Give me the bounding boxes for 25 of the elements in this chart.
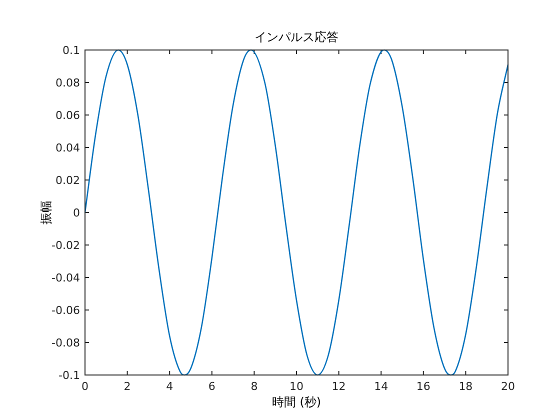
y-tick-label: 0.08 bbox=[56, 76, 80, 90]
x-tick-label: 6 bbox=[208, 380, 216, 393]
y-tick-label: 0.04 bbox=[56, 142, 80, 154]
y-tick-label: 0 bbox=[73, 206, 80, 220]
x-tick-label: 16 bbox=[416, 380, 430, 393]
x-tick-label: 20 bbox=[501, 380, 515, 393]
x-tick-label: 12 bbox=[332, 380, 346, 393]
y-tick-label: 0.1 bbox=[62, 44, 80, 57]
x-tick-label: 10 bbox=[290, 380, 304, 393]
y-tick-label: -0.04 bbox=[52, 272, 80, 284]
y-tick-label: 0.02 bbox=[56, 174, 80, 187]
x-tick-label: 18 bbox=[458, 380, 473, 393]
y-tick-label: 0.06 bbox=[56, 109, 80, 122]
x-tick-label: 4 bbox=[166, 380, 174, 393]
x-axis-title: 時間 (秒) bbox=[272, 395, 322, 409]
y-tick-label: -0.02 bbox=[52, 239, 80, 252]
y-tick-label: -0.06 bbox=[52, 304, 80, 317]
x-tick-label: 14 bbox=[374, 380, 388, 393]
x-tick-label: 0 bbox=[82, 380, 88, 393]
y-axis-title: 振幅 bbox=[39, 200, 53, 224]
x-tick-label: 8 bbox=[250, 380, 258, 393]
y-tick-label: -0.1 bbox=[58, 369, 80, 382]
chart-title: インパルス応答 bbox=[254, 30, 338, 44]
x-tick-label: 2 bbox=[124, 380, 131, 393]
y-tick-label: -0.08 bbox=[52, 336, 80, 350]
